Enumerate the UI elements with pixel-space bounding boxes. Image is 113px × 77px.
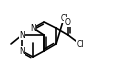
Text: Cl: Cl — [60, 13, 67, 22]
Text: N: N — [30, 23, 36, 32]
Text: N: N — [19, 30, 25, 40]
Text: Cl: Cl — [76, 40, 83, 49]
Text: N: N — [19, 47, 25, 56]
Text: O: O — [65, 17, 70, 26]
